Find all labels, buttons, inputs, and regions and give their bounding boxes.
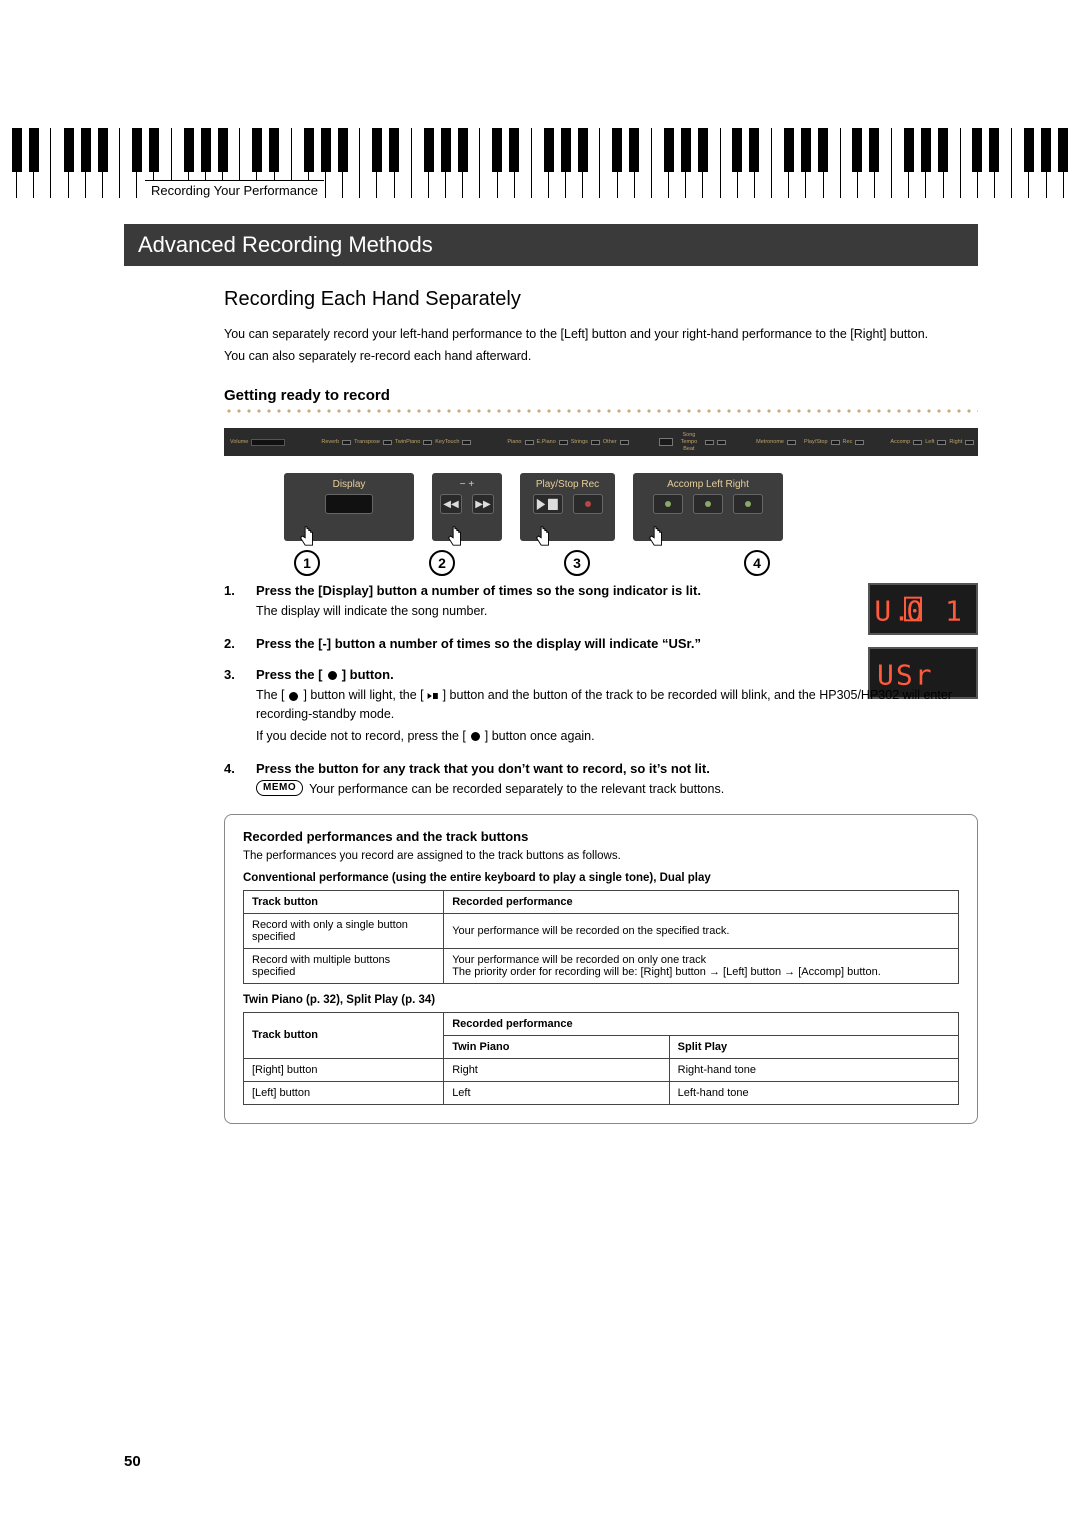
steps-list: 1.Press the [Display] button a number of… xyxy=(224,583,978,798)
recorded-performances-box: Recorded performances and the track butt… xyxy=(224,814,978,1124)
table-conventional: Track button Recorded performance Record… xyxy=(243,890,959,984)
table1-head-0: Track button xyxy=(244,890,444,913)
rec-icon xyxy=(326,670,338,682)
infobox-title: Recorded performances and the track butt… xyxy=(243,829,959,844)
rec-icon xyxy=(288,690,300,702)
memo-badge: MEMO xyxy=(256,780,303,797)
callout-2: Play/Stop Rec xyxy=(520,473,615,541)
callout-0: Display xyxy=(284,473,414,541)
intro-line-1: You can separately record your left-hand… xyxy=(224,325,978,343)
table1-caption: Conventional performance (using the enti… xyxy=(243,872,959,884)
step-2: 2.Press the [-] button a number of times… xyxy=(224,636,978,651)
sub-heading: Recording Each Hand Separately xyxy=(224,288,978,311)
callout-1: − +◀◀▶▶ xyxy=(432,473,502,541)
table2-sub-1: Split Play xyxy=(669,1035,958,1058)
step-circle-2: 2 xyxy=(429,550,455,576)
control-panel-diagram: Volume ReverbTransposeTwinPianoKeyTouch … xyxy=(224,428,978,573)
intro-line-2: You can also separately re-record each h… xyxy=(224,347,978,365)
table2-sub-0: Twin Piano xyxy=(444,1035,669,1058)
table2-head-0: Track button xyxy=(244,1012,444,1058)
table-twin-split: Track button Recorded performance Twin P… xyxy=(243,1012,959,1105)
step-4: 4.Press the button for any track that yo… xyxy=(224,761,978,798)
playstop-icon xyxy=(427,690,439,702)
infobox-lead: The performances you record are assigned… xyxy=(243,850,959,862)
page-number: 50 xyxy=(124,1453,141,1470)
table2-caption: Twin Piano (p. 32), Split Play (p. 34) xyxy=(243,994,959,1006)
table2-head-1: Recorded performance xyxy=(444,1012,959,1035)
dotted-rule xyxy=(224,408,978,414)
step-circle-1: 1 xyxy=(294,550,320,576)
step-circle-4: 4 xyxy=(744,550,770,576)
step-1: 1.Press the [Display] button a number of… xyxy=(224,583,978,620)
chapter-label: Recording Your Performance xyxy=(145,180,324,200)
step-circle-3: 3 xyxy=(564,550,590,576)
panel-strip: Volume ReverbTransposeTwinPianoKeyTouch … xyxy=(224,428,978,456)
getting-ready-heading: Getting ready to record xyxy=(224,387,978,404)
callout-3: Accomp Left Right xyxy=(633,473,783,541)
section-title-bar: Advanced Recording Methods xyxy=(124,224,978,266)
rec-icon xyxy=(469,730,481,742)
step-3: 3.Press the [ ] button.The [ ] button wi… xyxy=(224,667,978,744)
table1-head-1: Recorded performance xyxy=(444,890,959,913)
